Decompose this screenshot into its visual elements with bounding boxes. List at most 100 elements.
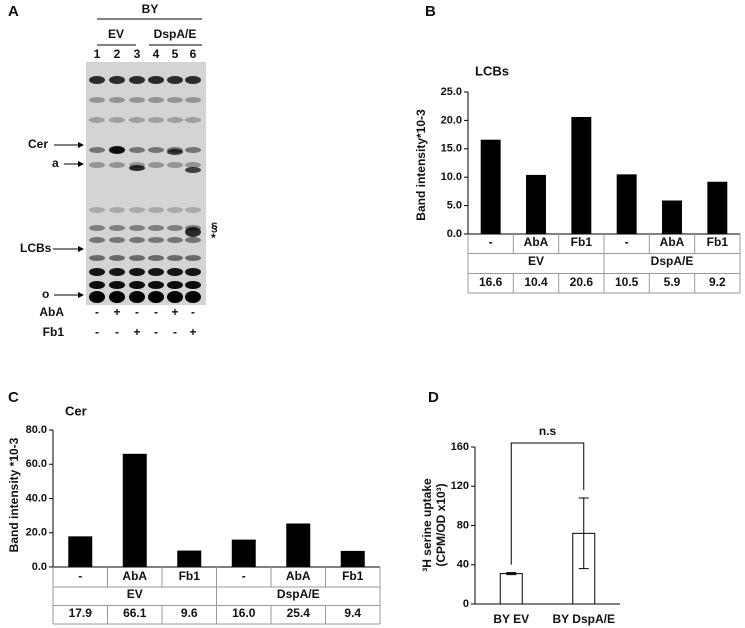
bar <box>707 181 728 234</box>
gel-band <box>129 97 145 103</box>
gel-band <box>167 268 183 276</box>
gel-band <box>109 146 125 154</box>
x-tick-label: - <box>78 569 82 583</box>
group-label: DspA/E <box>154 27 197 41</box>
x-tick-label: AbA <box>286 569 311 583</box>
y-tick-label: 5.0 <box>447 200 462 212</box>
table-value: 25.4 <box>287 606 311 620</box>
gel-image <box>86 62 206 305</box>
gel-band <box>129 255 145 261</box>
gel-band <box>185 227 201 237</box>
y-tick-label: 160 <box>451 441 469 453</box>
table-value: 10.5 <box>615 275 639 289</box>
gel-band <box>167 255 183 261</box>
gel-band <box>109 117 125 123</box>
significance-bracket <box>510 442 585 565</box>
treatment-sign: - <box>115 325 119 339</box>
group-label: BY <box>142 2 159 16</box>
gel-band <box>185 117 201 123</box>
group-label: DspA/E <box>277 587 320 601</box>
gel-band <box>148 281 164 289</box>
bar <box>662 200 682 234</box>
gel-band <box>109 225 125 231</box>
gel-band <box>89 147 105 153</box>
table-value: 16.6 <box>479 275 503 289</box>
error-bar <box>506 572 517 576</box>
group-label: EV <box>108 27 124 41</box>
gel-band <box>129 76 145 84</box>
marker-label: a <box>52 156 59 170</box>
gel-band <box>109 291 125 303</box>
gel-band <box>185 281 201 289</box>
gel-band <box>89 291 105 303</box>
y-axis-label: Band intensity *10-3 <box>7 437 21 552</box>
y-tick-label: 80.0 <box>26 424 47 436</box>
bar <box>480 139 501 234</box>
arrow-head <box>78 246 84 252</box>
y-axis-label: Band intensity*10-3 <box>414 109 428 221</box>
gel-band <box>129 268 145 276</box>
bar <box>526 174 546 234</box>
gel-band <box>167 149 183 155</box>
x-tick-label: - <box>489 235 493 249</box>
gel-band <box>148 207 164 213</box>
gel-band <box>129 117 145 123</box>
y-tick-label: 25.0 <box>441 86 462 98</box>
chart-title: Cer <box>65 403 87 418</box>
bar <box>122 453 147 567</box>
gel-band <box>167 207 183 213</box>
gel-band <box>185 167 201 173</box>
gel-band <box>89 207 105 213</box>
x-tick-label: AbA <box>660 235 685 249</box>
bar <box>68 536 93 567</box>
lane-number: 5 <box>172 47 179 61</box>
gel-band <box>109 237 125 243</box>
bar <box>340 550 365 567</box>
treatment-sign: + <box>171 305 178 319</box>
x-tick-label: - <box>242 569 246 583</box>
gel-band <box>129 147 145 153</box>
gel-band <box>129 237 145 243</box>
panel-label: B <box>425 3 436 20</box>
gel-band <box>185 255 201 261</box>
bar <box>231 539 256 567</box>
bar <box>571 116 592 234</box>
gel-band <box>185 76 201 84</box>
gel-band <box>148 237 164 243</box>
treatment-sign: + <box>133 325 140 339</box>
y-axis-label: (CPM/OD x10³) <box>434 483 448 566</box>
gel-band <box>89 237 105 243</box>
treatment-sign: - <box>95 305 99 319</box>
treatment-sign: - <box>173 325 177 339</box>
gel-band <box>89 225 105 231</box>
marker-label: Cer <box>28 137 48 151</box>
lane-number: 4 <box>153 47 160 61</box>
gel-band <box>109 281 125 289</box>
group-label: EV <box>528 254 544 268</box>
group-label: DspA/E <box>651 254 694 268</box>
y-tick-label: 60.0 <box>26 458 47 470</box>
gel-band <box>148 268 164 276</box>
y-tick-label: 15.0 <box>441 143 462 155</box>
gel-band <box>89 76 105 84</box>
gel-band <box>167 162 183 168</box>
x-tick-label: BY DspA/E <box>553 612 615 626</box>
lane-number: 2 <box>114 47 121 61</box>
x-tick-label: Fb1 <box>179 569 201 583</box>
chart-title: LCBs <box>475 63 509 78</box>
treatment-label: AbA <box>39 305 64 319</box>
gel-band <box>185 97 201 103</box>
marker-label: o <box>42 287 49 301</box>
gel-band <box>129 165 145 171</box>
gel-band <box>185 207 201 213</box>
gel-band <box>148 255 164 261</box>
table-value: 9.6 <box>181 606 198 620</box>
x-tick-label: Fb1 <box>707 235 729 249</box>
arrow-head <box>78 292 84 298</box>
gel-band <box>167 97 183 103</box>
gel-band <box>129 291 145 303</box>
lane-number: 6 <box>190 47 197 61</box>
gel-band <box>148 117 164 123</box>
y-tick-label: 40 <box>457 559 469 571</box>
